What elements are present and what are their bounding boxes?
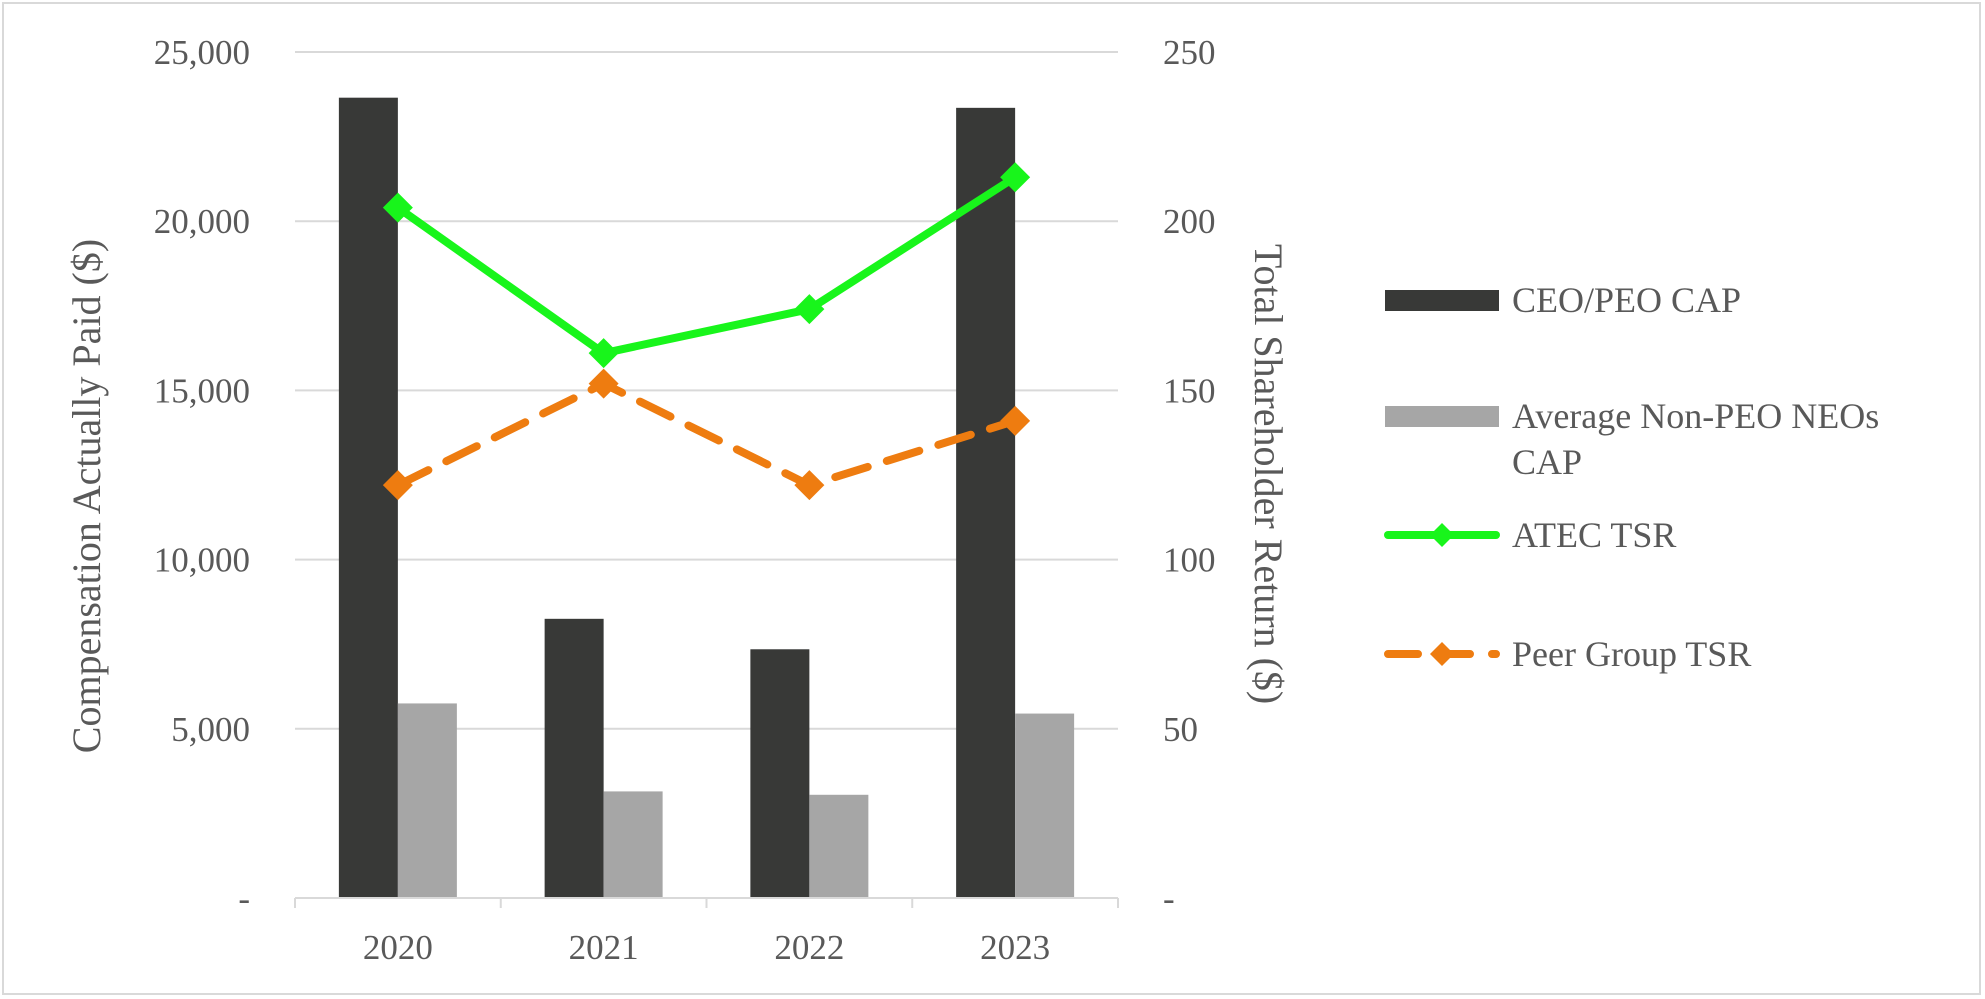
right-tick-label: 150 xyxy=(1163,371,1216,410)
legend-swatch-ceo-peo-cap xyxy=(1385,290,1499,311)
right-tick-label: 50 xyxy=(1163,710,1198,749)
bar-ceo-peo-cap-2021 xyxy=(544,618,604,898)
point-atec-tsr-2022 xyxy=(794,294,825,325)
point-atec-tsr-2020 xyxy=(382,192,413,223)
legend-label-line: CEO/PEO CAP xyxy=(1512,280,1741,320)
x-tick-label: 2020 xyxy=(363,928,433,967)
point-atec-tsr-2021 xyxy=(588,338,619,369)
legend-label-average-non-peo-neos-cap: Average Non-PEO NEOs CAP xyxy=(1512,396,1879,482)
bar-ceo-peo-cap-2023 xyxy=(956,107,1016,898)
bar-average-non-peo-neos-cap-2022 xyxy=(809,794,869,898)
bar-average-non-peo-neos-cap-2020 xyxy=(397,703,457,898)
right-tick-label: - xyxy=(1163,879,1175,918)
left-tick-label: 10,000 xyxy=(154,541,250,580)
bars-layer xyxy=(338,97,1075,898)
x-axis: 2020 2021 2022 2023 xyxy=(294,897,1119,967)
left-axis: - 5,000 10,000 15,000 20,000 25,000 xyxy=(154,33,250,918)
left-tick-label: 25,000 xyxy=(154,33,250,72)
bar-ceo-peo-cap-2022 xyxy=(750,649,810,898)
left-tick-label: - xyxy=(238,879,250,918)
left-tick-label: 20,000 xyxy=(154,202,250,241)
point-atec-tsr-2023 xyxy=(1000,162,1031,193)
legend-label-ceo-peo-cap: CEO/PEO CAP xyxy=(1512,280,1741,320)
legend-swatch-average-non-peo-neos-cap xyxy=(1385,406,1499,427)
right-axis-title: Total Shareholder Return ($) xyxy=(1246,244,1291,704)
legend-label-line: ATEC TSR xyxy=(1512,515,1676,555)
right-tick-label: 250 xyxy=(1163,33,1216,72)
lines-layer xyxy=(382,162,1031,501)
left-tick-label: 5,000 xyxy=(171,710,250,749)
line-peer-group-tsr xyxy=(393,379,1020,490)
bar-average-non-peo-neos-cap-2023 xyxy=(1015,713,1075,898)
x-tick-label: 2022 xyxy=(774,928,844,967)
bar-average-non-peo-neos-cap-2021 xyxy=(603,791,663,898)
point-peer-group-tsr-2023 xyxy=(1000,405,1031,436)
legend-marker-peer-group-tsr xyxy=(1430,642,1454,666)
legend: CEO/PEO CAP Average Non-PEO NEOs CAP ATEC T… xyxy=(1384,280,1879,674)
point-peer-group-tsr-2021 xyxy=(588,368,619,399)
legend-label-line: Average Non-PEO NEOs xyxy=(1512,396,1879,436)
bar-ceo-peo-cap-2020 xyxy=(338,97,398,898)
legend-label-line: Peer Group TSR xyxy=(1512,634,1751,674)
line-atec-tsr xyxy=(395,173,1018,358)
x-tick-label: 2023 xyxy=(980,928,1050,967)
axis-titles: Compensation Actually Paid ($) Total Sha… xyxy=(64,239,1291,753)
right-tick-label: 200 xyxy=(1163,202,1216,241)
point-peer-group-tsr-2020 xyxy=(382,470,413,501)
right-axis: - 50 100 150 200 250 xyxy=(1163,33,1216,918)
left-axis-title: Compensation Actually Paid ($) xyxy=(64,239,109,753)
legend-label-atec-tsr: ATEC TSR xyxy=(1512,515,1676,555)
left-tick-label: 15,000 xyxy=(154,371,250,410)
x-tick-label: 2021 xyxy=(569,928,639,967)
right-tick-label: 100 xyxy=(1163,541,1216,580)
legend-label-line: CAP xyxy=(1512,442,1582,482)
legend-label-peer-group-tsr: Peer Group TSR xyxy=(1512,634,1751,674)
legend-marker-atec-tsr xyxy=(1430,523,1454,547)
point-peer-group-tsr-2022 xyxy=(794,470,825,501)
